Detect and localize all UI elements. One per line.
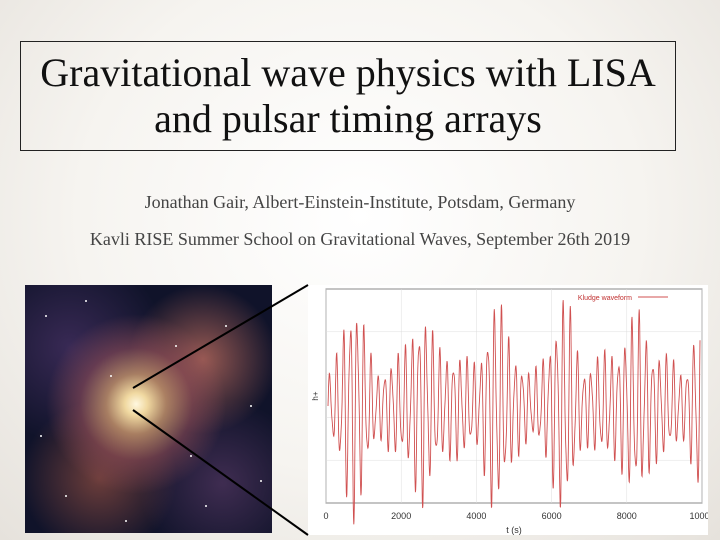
x-tick-label: 8000 xyxy=(617,511,637,521)
x-tick-label: 10000 xyxy=(689,511,708,521)
x-tick-label: 4000 xyxy=(466,511,486,521)
event-name: Kavli RISE Summer School on Gravitationa… xyxy=(89,229,631,249)
x-tick-label: 2000 xyxy=(391,511,411,521)
author-affiliation: Jonathan Gair, Albert-Einstein-Institute… xyxy=(144,192,576,212)
title-box: Gravitational wave physics with LISA and… xyxy=(20,41,676,151)
waveform-svg: 0 2000 4000 6000 8000 10000 Kludge waveform t (… xyxy=(311,288,715,535)
x-axis-label: t (s) xyxy=(506,525,522,535)
x-tick-label: 0 xyxy=(323,511,328,521)
legend-label: Kludge waveform xyxy=(578,295,632,302)
title-line-1: Gravitational wave physics with LISA xyxy=(40,50,656,95)
galaxy-center-image xyxy=(25,285,272,533)
y-axis-label: h+ xyxy=(311,391,320,400)
waveform-chart: 0 2000 4000 6000 8000 10000 Kludge waveform t (… xyxy=(308,285,715,535)
waveform-line xyxy=(327,300,701,525)
x-tick-label: 6000 xyxy=(542,511,562,521)
title-line-2: and pulsar timing arrays xyxy=(154,96,542,141)
